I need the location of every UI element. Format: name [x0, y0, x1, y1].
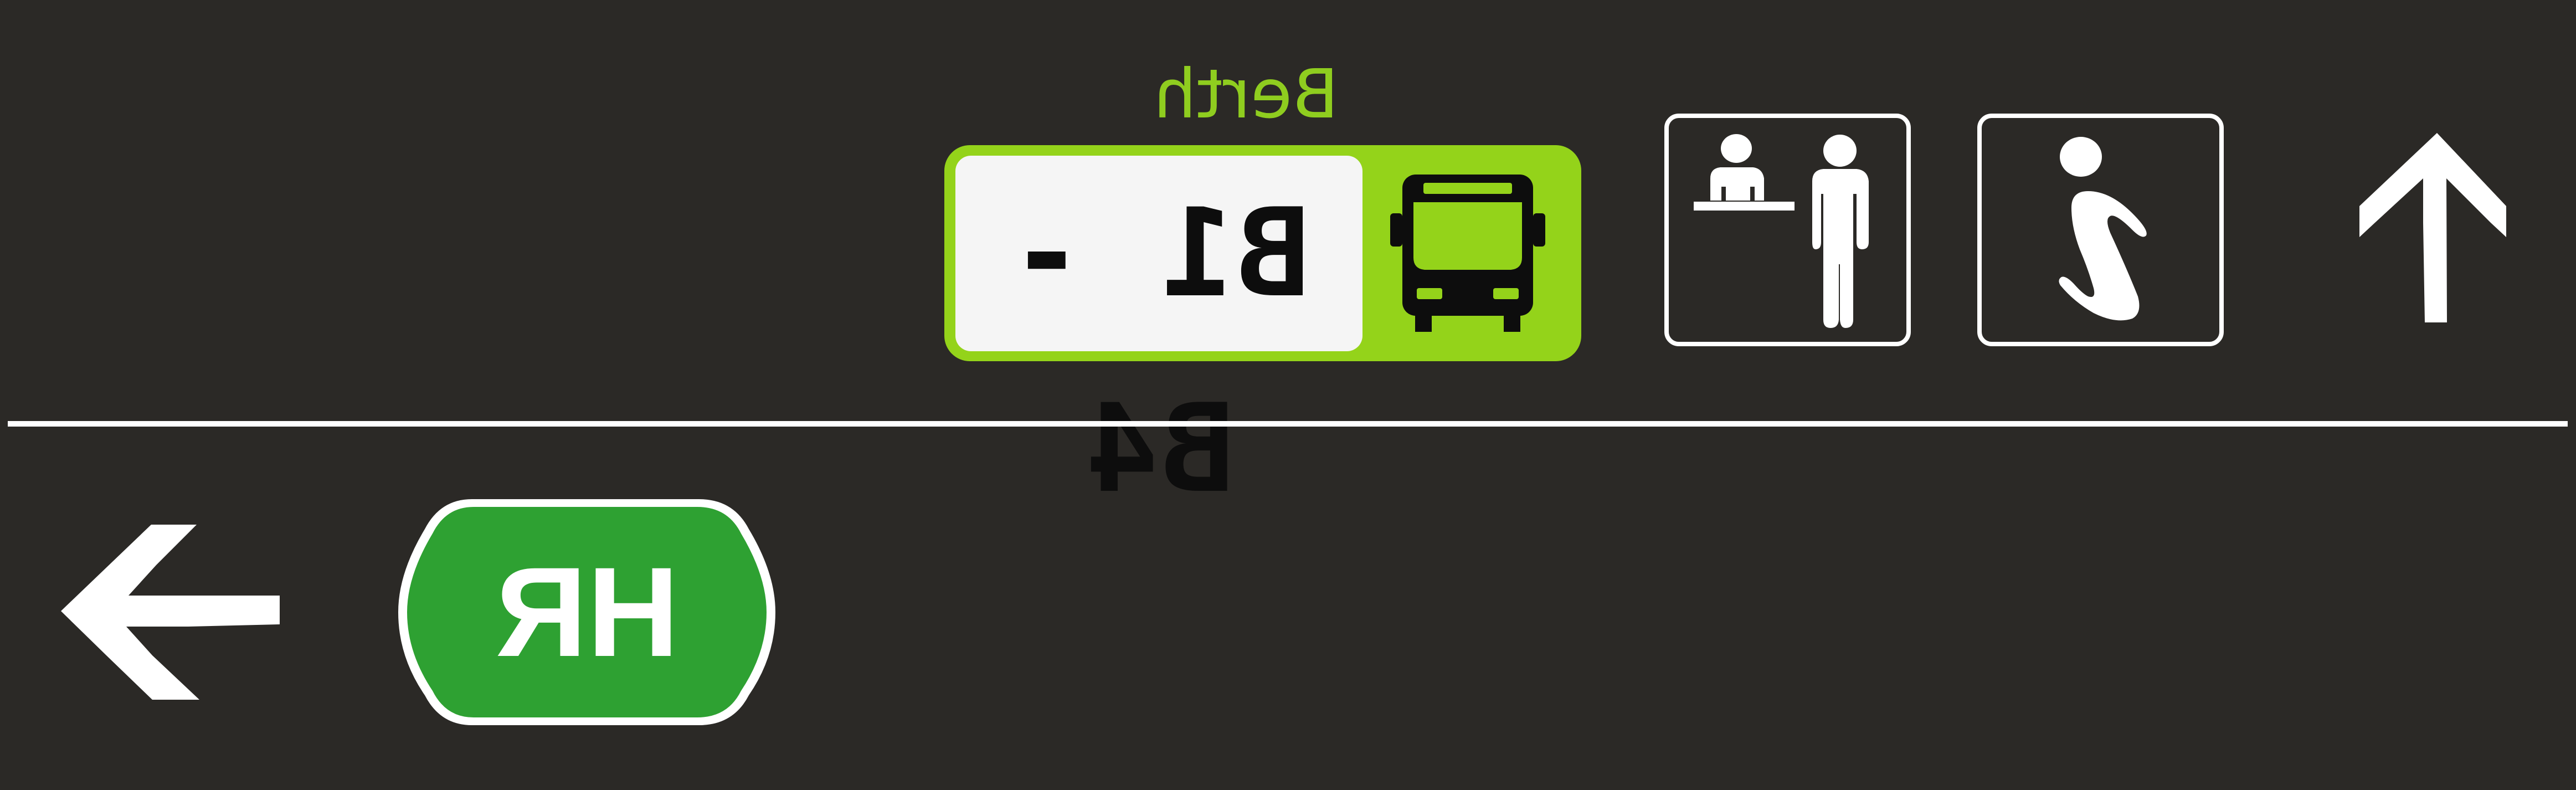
route-badge — [398, 499, 775, 725]
information-sign — [1977, 114, 2224, 346]
berth-caption: Berth — [1153, 55, 1339, 134]
berth-range-label: B1 - B4 — [1007, 182, 1310, 520]
berth-label-panel — [955, 156, 1362, 351]
route-code: HR — [495, 541, 680, 683]
left-arrow-icon — [61, 525, 280, 700]
reception-sign — [1664, 114, 1911, 346]
information-icon — [2059, 137, 2147, 321]
bus-icon — [1390, 175, 1545, 332]
divider — [8, 421, 2568, 427]
reception-desk-icon — [1694, 134, 1869, 328]
up-arrow-icon — [2359, 133, 2506, 322]
